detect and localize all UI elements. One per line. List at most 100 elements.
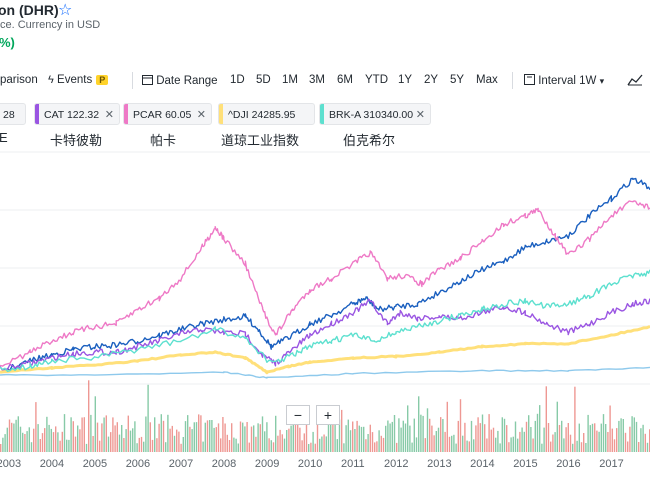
range-1m[interactable]: 1M bbox=[282, 74, 298, 86]
volume-bar bbox=[459, 399, 462, 452]
volume-bar bbox=[41, 433, 44, 452]
zoom-out-button[interactable]: − bbox=[286, 405, 310, 425]
volume-bar bbox=[378, 430, 380, 452]
volume-bar bbox=[325, 436, 327, 452]
range-3m[interactable]: 3M bbox=[309, 74, 325, 86]
comparison-chip[interactable]: PCAR 60.05 ✕ bbox=[123, 103, 212, 125]
volume-bar bbox=[380, 435, 382, 452]
overlay-caption: 卡特彼勒 bbox=[50, 133, 103, 148]
volume-bar bbox=[550, 441, 552, 452]
volume-bar bbox=[310, 442, 312, 452]
range-5y[interactable]: 5Y bbox=[450, 74, 465, 86]
volume-bar bbox=[495, 437, 497, 452]
volume-bar bbox=[587, 414, 589, 452]
volume-bar bbox=[30, 442, 33, 452]
volume-bar bbox=[508, 442, 510, 452]
volume-bar bbox=[521, 427, 523, 452]
volume-bar bbox=[253, 425, 255, 452]
price-chart[interactable] bbox=[0, 92, 650, 452]
currency-subtitle: ce. Currency in USD bbox=[0, 19, 101, 31]
range-5d[interactable]: 5D bbox=[256, 74, 271, 86]
comparison-chip[interactable]: CAT 122.32 ✕ bbox=[34, 103, 120, 125]
star-icon[interactable]: ☆ bbox=[58, 2, 73, 19]
chart-type-icon[interactable] bbox=[627, 74, 643, 89]
close-icon[interactable]: ✕ bbox=[415, 109, 425, 121]
volume-bar bbox=[585, 443, 587, 452]
close-icon[interactable]: ✕ bbox=[104, 109, 114, 121]
comparison-chip[interactable]: ^DJI 24285.95 bbox=[218, 103, 315, 125]
date-range-button[interactable]: Date Range bbox=[142, 74, 218, 87]
comparison-chip[interactable]: BRK-A 310340.00 ✕ bbox=[319, 103, 431, 125]
range-ytd[interactable]: YTD bbox=[365, 74, 388, 86]
volume-bar bbox=[92, 436, 94, 452]
volume-bar bbox=[6, 427, 8, 452]
close-icon[interactable]: ✕ bbox=[196, 109, 206, 121]
volume-bar bbox=[275, 415, 277, 452]
chip-label: PCAR 60.05 bbox=[133, 109, 192, 121]
volume-bar bbox=[547, 423, 550, 452]
volume-bar bbox=[631, 416, 633, 452]
x-tick-label: 2006 bbox=[125, 458, 151, 470]
volume-bar bbox=[497, 430, 499, 452]
zoom-in-button[interactable]: + bbox=[316, 405, 340, 425]
chip-label: CAT 122.32 bbox=[44, 109, 100, 121]
volume-bar bbox=[167, 414, 169, 452]
volume-bar bbox=[213, 427, 215, 452]
series-line bbox=[0, 269, 650, 372]
volume-bar bbox=[363, 426, 365, 452]
volume-bar bbox=[314, 443, 316, 452]
volume-bar bbox=[105, 415, 107, 452]
x-tick-label: 2015 bbox=[513, 458, 538, 470]
volume-bar bbox=[169, 428, 171, 452]
volume-bar bbox=[220, 438, 222, 452]
range-max[interactable]: Max bbox=[476, 74, 498, 86]
volume-bar bbox=[70, 417, 72, 452]
volume-bar bbox=[50, 428, 52, 452]
volume-bar bbox=[321, 436, 323, 452]
volume-bar bbox=[189, 426, 191, 452]
volume-bar bbox=[418, 396, 420, 452]
events-button[interactable]: ϟ Events P bbox=[48, 74, 109, 86]
volume-bar bbox=[358, 425, 360, 452]
volume-bar bbox=[81, 417, 83, 452]
volume-bar bbox=[609, 405, 611, 452]
volume-bar bbox=[385, 425, 387, 452]
volume-bar bbox=[618, 420, 620, 452]
volume-bar bbox=[154, 417, 156, 452]
comparison-chip[interactable]: 28 bbox=[0, 103, 26, 125]
volume-bar bbox=[627, 441, 629, 452]
volume-bar bbox=[323, 434, 325, 452]
calendar-icon bbox=[142, 75, 153, 85]
comparison-button[interactable]: parison bbox=[0, 74, 38, 86]
volume-bar bbox=[198, 414, 200, 452]
volume-bar bbox=[237, 443, 239, 452]
volume-bar bbox=[66, 439, 68, 452]
volume-bar bbox=[356, 420, 358, 452]
volume-bar bbox=[202, 441, 204, 452]
volume-bar bbox=[556, 401, 558, 452]
volume-bar bbox=[442, 419, 444, 452]
overlay-caption: 伯克希尔 bbox=[343, 133, 396, 148]
volume-bar bbox=[261, 416, 264, 452]
volume-bar bbox=[633, 417, 635, 452]
volume-bar bbox=[424, 438, 426, 452]
volume-bar bbox=[490, 429, 492, 452]
range-6m[interactable]: 6M bbox=[337, 74, 353, 86]
interval-dropdown[interactable]: Interval 1W ▾ bbox=[524, 74, 604, 87]
x-tick-label: 2009 bbox=[254, 458, 280, 470]
volume-bar bbox=[46, 416, 48, 452]
range-1d[interactable]: 1D bbox=[230, 74, 245, 86]
range-1y[interactable]: 1Y bbox=[398, 74, 413, 86]
volume-bar bbox=[145, 416, 147, 452]
volume-bar bbox=[132, 428, 134, 452]
volume-bar bbox=[308, 444, 310, 452]
volume-bar bbox=[297, 422, 299, 452]
volume-bar bbox=[125, 429, 127, 452]
range-2y[interactable]: 2Y bbox=[424, 74, 439, 86]
volume-bar bbox=[534, 420, 536, 452]
volume-bar bbox=[484, 424, 486, 452]
volume-bar bbox=[345, 425, 347, 452]
volume-bar bbox=[473, 439, 475, 452]
volume-bar bbox=[74, 436, 77, 452]
volume-bar bbox=[602, 414, 605, 452]
